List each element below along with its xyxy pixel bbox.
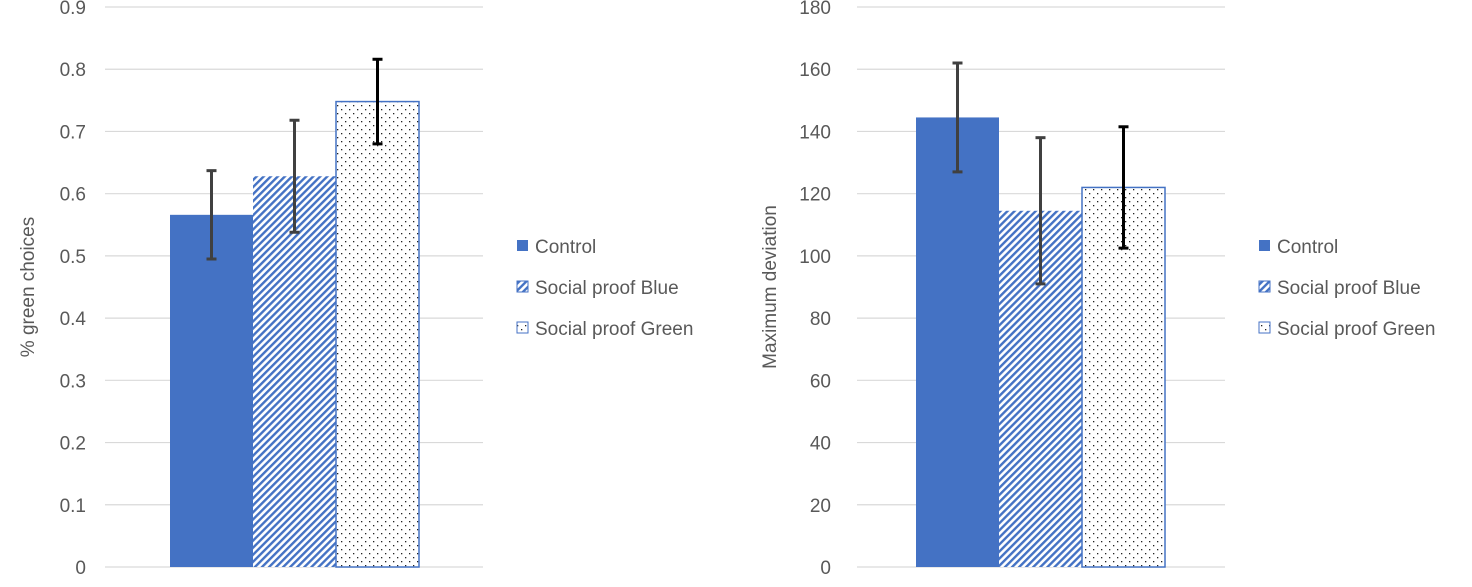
y-tick-label: 0.9: [60, 0, 86, 19]
error-bar-social-proof-blue: [289, 118, 300, 234]
legend-label: Social proof Green: [1277, 319, 1435, 340]
y-tick-label: 0.2: [60, 434, 86, 455]
y-tick-label: 0: [820, 558, 831, 579]
legend-swatch: [1258, 321, 1271, 334]
error-bar-control: [206, 169, 217, 261]
chart-green-choices-svg: 0 0.1 0.2 0.3 0.4 0.5 0.6 0.7 0.8 0.9 % green choi…: [18, 0, 693, 579]
y-axis-label: Maximum deviation: [760, 205, 781, 369]
y-tick-label: 180: [799, 0, 831, 19]
y-tick-label: 120: [799, 185, 831, 206]
y-tick-label: 0.8: [60, 60, 86, 81]
bar-social-proof-green: [1081, 186, 1166, 568]
y-tick-label: 0.4: [60, 309, 87, 330]
legend-swatch: [516, 280, 529, 293]
legend-item-social-proof-green: Social proof Green: [1258, 319, 1435, 340]
error-bar-social-proof-green: [372, 57, 383, 146]
y-axis-label: % green choices: [18, 217, 39, 357]
bar-control: [170, 214, 253, 568]
y-tick-label: 40: [810, 434, 831, 455]
y-tick-label: 0.7: [60, 122, 86, 143]
y-tick-label: 0.3: [60, 371, 86, 392]
legend-label: Control: [535, 237, 596, 258]
y-tick-label: 0: [75, 558, 86, 579]
legend-label: Social proof Blue: [1277, 278, 1421, 299]
legend-swatch: [516, 321, 529, 334]
legend-item-social-proof-blue: Social proof Blue: [1258, 278, 1421, 299]
error-bar-social-proof-green: [1118, 125, 1129, 250]
y-tick-label: 0.6: [60, 185, 86, 206]
error-bar-social-proof-blue: [1035, 136, 1046, 286]
y-tick-label: 100: [799, 247, 831, 268]
legend-swatch: [1259, 240, 1270, 251]
y-tick-label: 0.5: [60, 247, 86, 268]
y-tick-label: 60: [810, 371, 831, 392]
y-tick-label: 20: [810, 496, 831, 517]
chart-maximum-deviation-svg: 0 20 40 60 80 100 120 140 160 180 Maximum deviatio…: [760, 0, 1435, 579]
chart-green-choices: 0 0.1 0.2 0.3 0.4 0.5 0.6 0.7 0.8 0.9 % green choi…: [0, 0, 736, 582]
legend-swatch: [517, 240, 528, 251]
error-bar-control: [952, 61, 963, 174]
y-tick-label: 80: [810, 309, 831, 330]
legend-item-control: Control: [517, 237, 596, 258]
chart-maximum-deviation: 0 20 40 60 80 100 120 140 160 180 Maximum deviatio…: [736, 0, 1472, 582]
y-tick-label: 160: [799, 60, 831, 81]
y-tick-label: 140: [799, 122, 831, 143]
bar-social-proof-blue: [253, 176, 336, 567]
legend-label: Social proof Green: [535, 319, 693, 340]
bar-social-proof-green: [335, 100, 420, 568]
legend-label: Control: [1277, 237, 1338, 258]
legend-label: Social proof Blue: [535, 278, 679, 299]
legend-item-social-proof-blue: Social proof Blue: [516, 278, 679, 299]
y-tick-label: 0.1: [60, 496, 86, 517]
legend-item-social-proof-green: Social proof Green: [516, 319, 693, 340]
bar-control: [916, 117, 999, 567]
legend-swatch: [1258, 280, 1271, 293]
legend-item-control: Control: [1259, 237, 1338, 258]
